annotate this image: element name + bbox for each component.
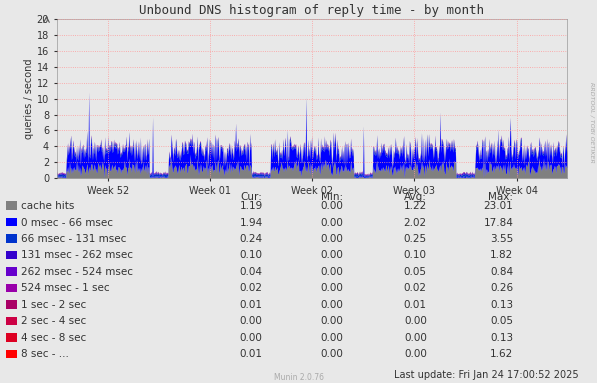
Text: 8 sec - ...: 8 sec - ...: [21, 349, 69, 359]
Text: 0.13: 0.13: [490, 333, 513, 343]
Text: 0.01: 0.01: [239, 349, 263, 359]
Text: 0.13: 0.13: [490, 300, 513, 310]
Text: 2.02: 2.02: [404, 218, 427, 228]
Text: 0.00: 0.00: [404, 333, 427, 343]
Text: 0.04: 0.04: [239, 267, 263, 277]
Title: Unbound DNS histogram of reply time - by month: Unbound DNS histogram of reply time - by…: [140, 3, 484, 16]
Text: 0.84: 0.84: [490, 267, 513, 277]
Text: 0.00: 0.00: [321, 218, 343, 228]
Text: 0.00: 0.00: [321, 349, 343, 359]
Text: 2 sec - 4 sec: 2 sec - 4 sec: [21, 316, 87, 326]
Text: 1.94: 1.94: [239, 218, 263, 228]
Text: 0.00: 0.00: [240, 316, 263, 326]
Text: 0.00: 0.00: [240, 333, 263, 343]
Text: 0.00: 0.00: [321, 267, 343, 277]
Y-axis label: queries / second: queries / second: [24, 58, 34, 139]
Text: 1.62: 1.62: [490, 349, 513, 359]
Text: 0 msec - 66 msec: 0 msec - 66 msec: [21, 218, 113, 228]
Text: 0.01: 0.01: [239, 300, 263, 310]
Text: 0.00: 0.00: [404, 316, 427, 326]
Text: 0.00: 0.00: [321, 283, 343, 293]
Text: 3.55: 3.55: [490, 234, 513, 244]
Text: 1.82: 1.82: [490, 250, 513, 260]
Text: 0.02: 0.02: [404, 283, 427, 293]
Text: 0.00: 0.00: [321, 300, 343, 310]
Text: Min:: Min:: [321, 192, 343, 201]
Text: 0.10: 0.10: [404, 250, 427, 260]
Text: Last update: Fri Jan 24 17:00:52 2025: Last update: Fri Jan 24 17:00:52 2025: [395, 370, 579, 380]
Text: 1 sec - 2 sec: 1 sec - 2 sec: [21, 300, 87, 310]
Text: 0.10: 0.10: [239, 250, 263, 260]
Text: 0.01: 0.01: [404, 300, 427, 310]
Text: 131 msec - 262 msec: 131 msec - 262 msec: [21, 250, 134, 260]
Text: 0.26: 0.26: [490, 283, 513, 293]
Text: 0.00: 0.00: [321, 333, 343, 343]
Text: 524 msec - 1 sec: 524 msec - 1 sec: [21, 283, 110, 293]
Text: 0.00: 0.00: [321, 234, 343, 244]
Text: 0.02: 0.02: [239, 283, 263, 293]
Text: Avg:: Avg:: [404, 192, 427, 201]
Text: 0.00: 0.00: [321, 201, 343, 211]
Text: 17.84: 17.84: [484, 218, 513, 228]
Text: 0.25: 0.25: [404, 234, 427, 244]
Text: 0.05: 0.05: [404, 267, 427, 277]
Text: 0.05: 0.05: [490, 316, 513, 326]
Text: cache hits: cache hits: [21, 201, 75, 211]
Text: 4 sec - 8 sec: 4 sec - 8 sec: [21, 333, 87, 343]
Text: 0.00: 0.00: [321, 250, 343, 260]
Text: 0.00: 0.00: [404, 349, 427, 359]
Text: 23.01: 23.01: [484, 201, 513, 211]
Text: Munin 2.0.76: Munin 2.0.76: [273, 373, 324, 382]
Text: RRDTOOL / TOBI OETIKER: RRDTOOL / TOBI OETIKER: [589, 82, 594, 163]
Text: Cur:: Cur:: [241, 192, 263, 201]
Text: 0.24: 0.24: [239, 234, 263, 244]
Text: 1.22: 1.22: [404, 201, 427, 211]
Text: 66 msec - 131 msec: 66 msec - 131 msec: [21, 234, 127, 244]
Text: 0.00: 0.00: [321, 316, 343, 326]
Text: 1.19: 1.19: [239, 201, 263, 211]
Text: Max:: Max:: [488, 192, 513, 201]
Text: 262 msec - 524 msec: 262 msec - 524 msec: [21, 267, 134, 277]
